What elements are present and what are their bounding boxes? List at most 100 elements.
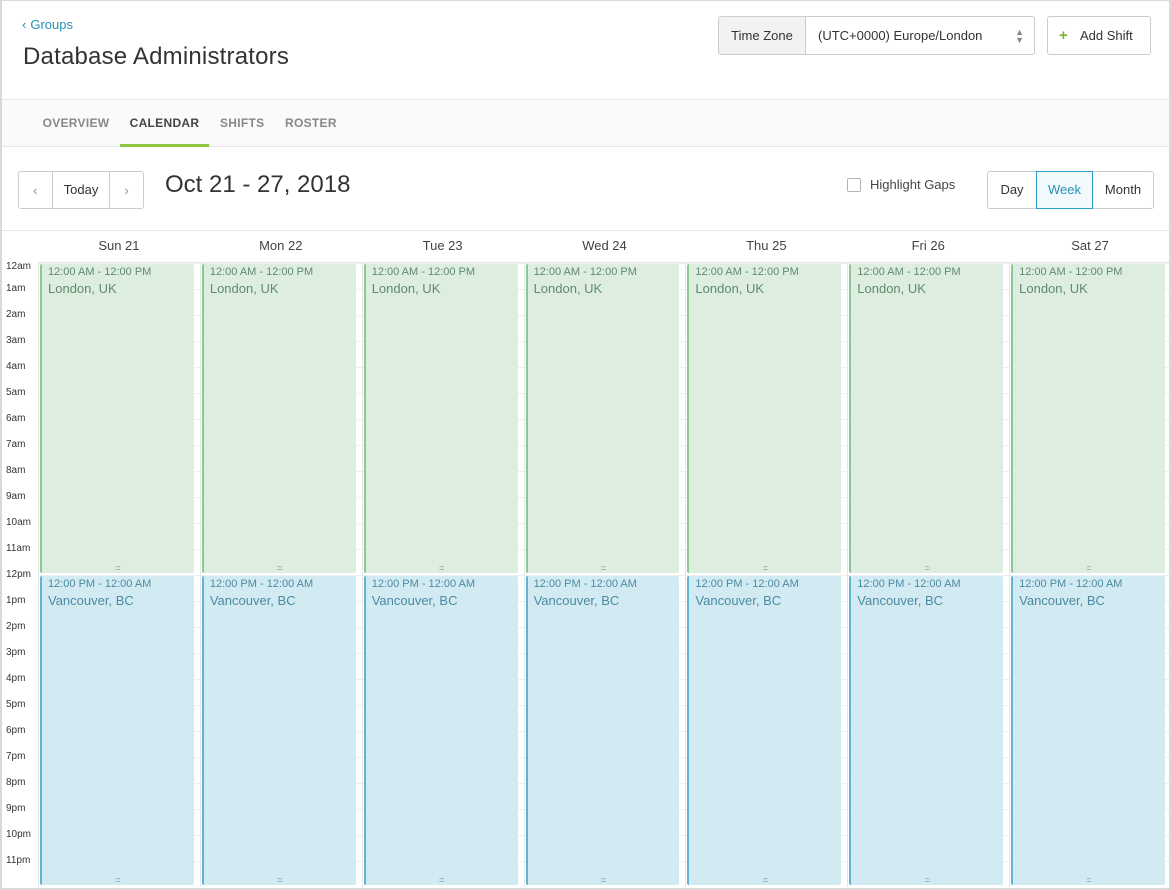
add-shift-label: Add Shift	[1080, 28, 1133, 43]
hour-label: 4am	[6, 361, 26, 372]
tab-roster[interactable]: ROSTER	[285, 116, 337, 130]
shift-block-vancouver[interactable]: 12:00 PM - 12:00 AM Vancouver, BC =	[525, 576, 680, 885]
tab-overview[interactable]: OVERVIEW	[42, 116, 110, 130]
next-week-button[interactable]: ›	[124, 182, 129, 198]
tab-calendar[interactable]: CALENDAR	[120, 100, 209, 147]
shift-location: London, UK	[48, 281, 117, 296]
highlight-gaps-checkbox[interactable]	[847, 177, 861, 192]
previous-week-button[interactable]: ‹	[33, 182, 38, 198]
highlight-gaps-label: Highlight Gaps	[870, 177, 956, 192]
add-shift-button[interactable]: + Add Shift	[1047, 16, 1151, 55]
chevron-left-icon: ‹	[22, 17, 27, 32]
shift-block-vancouver[interactable]: 12:00 PM - 12:00 AM Vancouver, BC =	[40, 576, 194, 885]
hour-label: 10pm	[6, 829, 32, 840]
resize-handle-icon[interactable]: =	[600, 875, 607, 885]
resize-handle-icon[interactable]: =	[115, 563, 121, 573]
shift-block-london[interactable]: 12:00 AM - 12:00 PM London, UK =	[201, 264, 356, 573]
hour-label: 1am	[6, 283, 26, 294]
day-header: Tue 23	[422, 238, 463, 253]
shift-block-london[interactable]: 12:00 AM - 12:00 PM London, UK =	[849, 264, 1004, 573]
hour-label: 9am	[6, 491, 26, 502]
timezone-label: Time Zone	[719, 17, 806, 54]
day-header: Mon 22	[259, 238, 303, 253]
shift-time: 12:00 AM - 12:00 PM	[695, 266, 799, 278]
shift-block-london[interactable]: 12:00 AM - 12:00 PM London, UK =	[40, 264, 194, 573]
shift-time: 12:00 AM - 12:00 PM	[533, 266, 637, 278]
shift-time: 12:00 AM - 12:00 PM	[48, 266, 152, 278]
resize-handle-icon[interactable]: =	[277, 563, 283, 573]
day-column-divider	[199, 263, 201, 887]
day-header: Wed 24	[582, 238, 627, 253]
hour-label: 5am	[6, 387, 26, 398]
week-calendar: Sun 21 Mon 22 Tue 23 Wed 24 Thu 25 Fri 26 Sat …	[2, 230, 1169, 888]
hour-label: 12pm	[6, 569, 32, 580]
shift-location: Vancouver, BC	[533, 593, 620, 608]
resize-handle-icon[interactable]: =	[600, 563, 607, 573]
view-switcher: Day Week Month	[987, 171, 1154, 209]
calendar-grid: 12:00 AM - 12:00 PM London, UK = 12:00 PM -…	[38, 262, 1169, 887]
shift-location: Vancouver, BC	[857, 593, 944, 608]
view-day-button[interactable]: Day	[1000, 182, 1024, 197]
resize-handle-icon[interactable]: =	[438, 875, 445, 885]
shift-block-vancouver[interactable]: 12:00 PM - 12:00 AM Vancouver, BC =	[849, 576, 1004, 885]
shift-block-london[interactable]: 12:00 AM - 12:00 PM London, UK =	[687, 264, 842, 573]
day-column-divider	[847, 263, 849, 887]
day-header: Sat 27	[1071, 238, 1109, 253]
hour-label: 8am	[6, 465, 26, 476]
resize-handle-icon[interactable]: =	[924, 563, 930, 573]
shift-location: London, UK	[209, 281, 279, 296]
resize-handle-icon[interactable]: =	[1086, 563, 1092, 573]
shift-location: Vancouver, BC	[209, 593, 296, 608]
hour-label: 7am	[6, 439, 26, 450]
view-month-button[interactable]: Month	[1104, 182, 1142, 197]
shift-block-london[interactable]: 12:00 AM - 12:00 PM London, UK =	[1011, 264, 1165, 573]
hour-axis: 12am 1am 2am 3am 4am 5am 6am 7am 8am 9am 10am 11am 1…	[2, 261, 38, 886]
plus-icon: +	[1059, 27, 1068, 44]
day-column-divider	[38, 263, 39, 887]
today-button[interactable]: Today	[51, 172, 111, 208]
day-header: Sun 21	[98, 238, 140, 253]
resize-handle-icon[interactable]: =	[115, 875, 121, 885]
timezone-value: (UTC+0000) Europe/London	[818, 28, 983, 43]
resize-handle-icon[interactable]: =	[438, 563, 445, 573]
page-header: ‹ Groups Database Administrators Time Zon…	[2, 1, 1169, 100]
shift-block-vancouver[interactable]: 12:00 PM - 12:00 AM Vancouver, BC =	[1011, 576, 1165, 885]
view-week-button[interactable]: Week	[1036, 171, 1093, 209]
hour-label: 7pm	[6, 751, 26, 762]
resize-handle-icon[interactable]: =	[924, 875, 930, 885]
resize-handle-icon[interactable]: =	[762, 875, 768, 885]
select-arrows-icon: ▲ ▼	[1015, 27, 1024, 45]
shift-location: Vancouver, BC	[695, 593, 782, 608]
shift-location: London, UK	[533, 281, 603, 296]
hour-label: 5pm	[6, 699, 26, 710]
tab-shifts[interactable]: SHIFTS	[220, 116, 265, 130]
timezone-select[interactable]: (UTC+0000) Europe/London ▲ ▼	[806, 17, 1034, 54]
back-to-groups-link[interactable]: ‹ Groups	[22, 17, 73, 32]
hour-label: 6am	[6, 413, 26, 424]
date-range-title: Oct 21 - 27, 2018	[165, 171, 351, 198]
shift-block-vancouver[interactable]: 12:00 PM - 12:00 AM Vancouver, BC =	[201, 576, 356, 885]
hour-label: 11pm	[6, 855, 31, 866]
resize-handle-icon[interactable]: =	[277, 875, 283, 885]
highlight-gaps-toggle[interactable]: Highlight Gaps	[847, 177, 955, 192]
shift-location: Vancouver, BC	[48, 593, 134, 608]
day-column-divider	[685, 263, 687, 887]
hour-gridline	[38, 575, 1169, 576]
shift-time: 12:00 PM - 12:00 AM	[695, 578, 799, 590]
day-header: Fri 26	[911, 238, 945, 253]
hour-label: 2pm	[6, 621, 26, 632]
shift-block-vancouver[interactable]: 12:00 PM - 12:00 AM Vancouver, BC =	[363, 576, 518, 885]
back-link-label: Groups	[30, 17, 73, 32]
shift-block-london[interactable]: 12:00 AM - 12:00 PM London, UK =	[525, 264, 680, 573]
shift-block-vancouver[interactable]: 12:00 PM - 12:00 AM Vancouver, BC =	[687, 576, 842, 885]
shift-location: London, UK	[1019, 281, 1088, 296]
hour-gridline	[38, 263, 1169, 264]
hour-label: 10am	[6, 517, 32, 528]
shift-block-london[interactable]: 12:00 AM - 12:00 PM London, UK =	[363, 264, 518, 573]
resize-handle-icon[interactable]: =	[1086, 875, 1092, 885]
shift-time: 12:00 PM - 12:00 AM	[857, 578, 961, 590]
resize-handle-icon[interactable]: =	[762, 563, 768, 573]
shift-time: 12:00 PM - 12:00 AM	[48, 578, 152, 590]
hour-label: 11am	[6, 543, 31, 554]
